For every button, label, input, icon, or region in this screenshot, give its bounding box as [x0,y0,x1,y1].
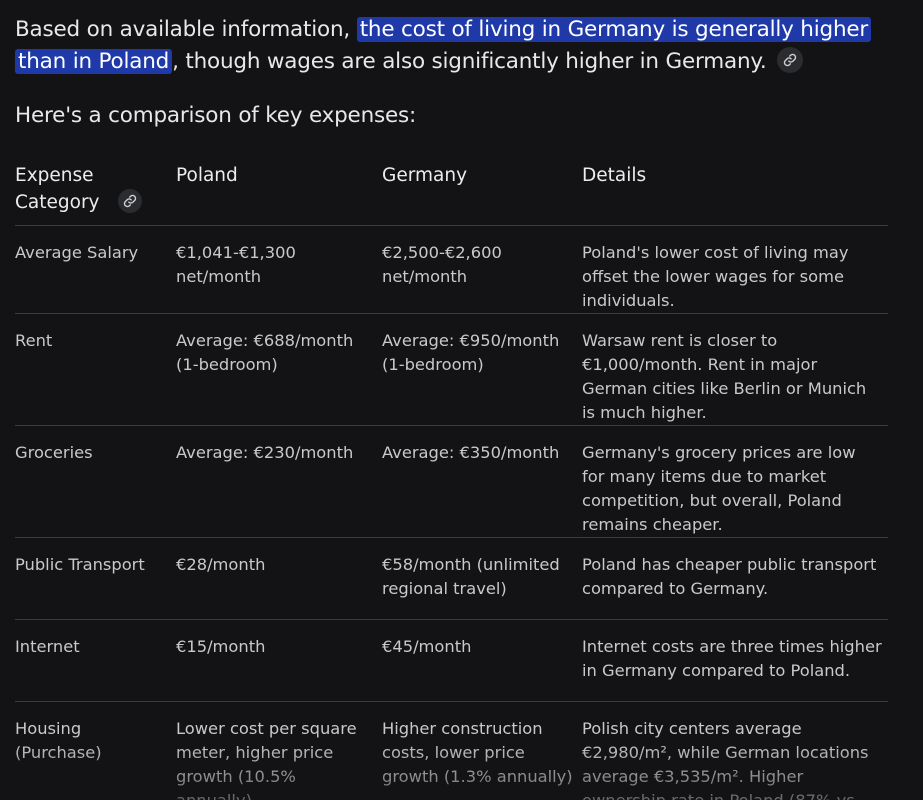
table-row: Average Salary €1,041-€1,300 net/month €… [15,225,888,314]
row-poland-value: Average: €688/month (1-bedroom) [176,331,354,374]
row-germany-value: €58/month (unlimited regional travel) [382,555,560,598]
comparison-subheading: Here's a comparison of key expenses: [15,103,417,128]
table-row: Public Transport €28/month €58/month (un… [15,537,888,620]
header-poland: Poland [176,165,238,186]
row-details: Warsaw rent is closer to €1,000/month. R… [582,331,867,422]
intro-paragraph: Based on available information, the cost… [15,14,905,78]
row-details: Internet costs are three times higher in… [582,637,882,680]
row-poland-value: €15/month [176,637,266,656]
row-details: Poland has cheaper public transport comp… [582,555,877,598]
header-expense-category: Expense Category [15,158,176,226]
row-poland-value: €28/month [176,555,266,574]
row-germany-value: €2,500-€2,600 net/month [382,243,502,286]
row-details: Polish city centers average €2,980/m², w… [582,719,869,800]
table-row: Internet €15/month €45/month Internet co… [15,619,888,702]
row-germany-value: Average: €950/month (1-bedroom) [382,331,560,374]
table-row: Groceries Average: €230/month Average: €… [15,425,888,538]
row-germany-value: Higher construction costs, lower price g… [382,719,573,786]
intro-text-after: , though wages are also significantly hi… [172,49,767,74]
row-poland-value: Average: €230/month [176,443,354,462]
row-germany-value: Average: €350/month [382,443,560,462]
header-germany: Germany [382,165,468,186]
row-details: Poland's lower cost of living may offset… [582,243,849,310]
category-source-link-button[interactable] [118,189,142,213]
row-category: Average Salary [15,243,139,262]
row-category: Internet [15,637,80,656]
intro-text-before: Based on available information, [15,17,357,42]
row-poland-value: €1,041-€1,300 net/month [176,243,296,286]
row-category: Groceries [15,443,93,462]
expense-comparison-table: Expense Category Poland Germany Details … [15,158,888,800]
link-icon [783,53,797,67]
row-details: Germany's grocery prices are low for man… [582,443,856,534]
header-expense-category-label: Expense Category [15,165,100,213]
table-row: Housing (Purchase) Lower cost per square… [15,701,888,800]
row-category: Rent [15,331,53,350]
table-header-row: Expense Category Poland Germany Details [15,158,888,226]
source-link-button[interactable] [777,47,804,73]
header-details: Details [582,165,647,186]
table-row: Rent Average: €688/month (1-bedroom) Ave… [15,313,888,426]
link-icon [123,194,137,208]
row-category: Housing (Purchase) [15,719,102,762]
row-germany-value: €45/month [382,637,472,656]
row-poland-value: Lower cost per square meter, higher pric… [176,719,357,800]
row-category: Public Transport [15,555,145,574]
